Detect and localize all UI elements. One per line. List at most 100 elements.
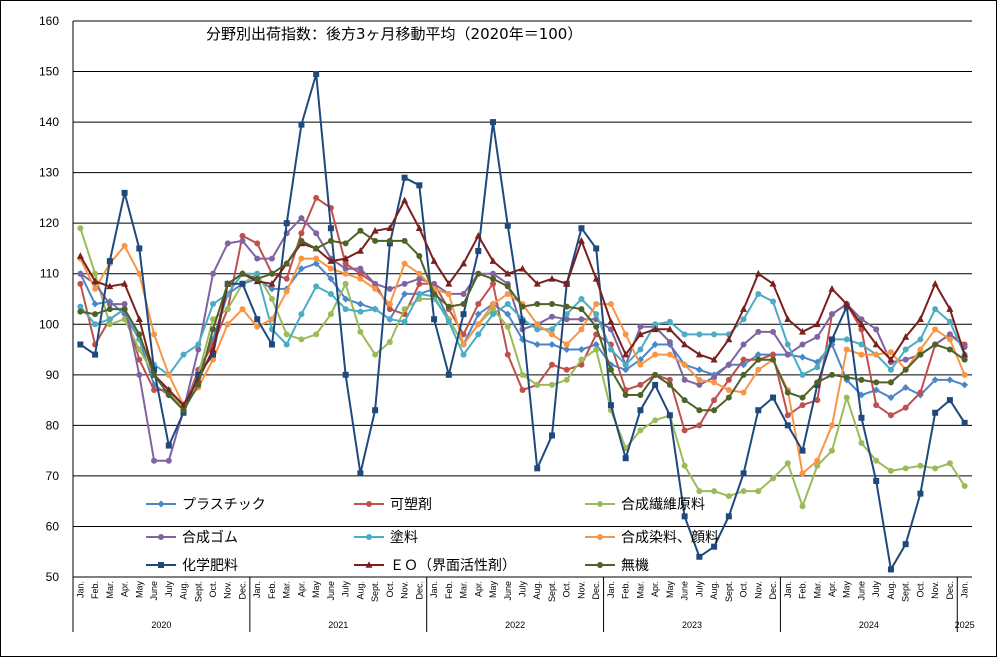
data-point xyxy=(254,323,261,330)
data-point xyxy=(725,513,732,520)
data-point xyxy=(843,336,850,343)
data-point xyxy=(490,119,497,126)
data-point xyxy=(828,336,835,343)
data-point xyxy=(666,351,673,358)
data-point xyxy=(902,356,909,363)
data-point xyxy=(121,280,129,287)
data-point xyxy=(372,306,379,313)
data-point xyxy=(725,394,732,401)
x-year-label: 2021 xyxy=(328,620,348,630)
data-point xyxy=(431,280,438,287)
x-month-label: Jan. xyxy=(960,581,970,598)
data-point xyxy=(297,265,305,273)
series-8 xyxy=(77,227,968,414)
data-point xyxy=(372,280,379,287)
data-point xyxy=(92,285,99,292)
data-point xyxy=(504,351,511,358)
data-point xyxy=(136,346,143,353)
data-point xyxy=(622,331,629,338)
data-point xyxy=(770,394,777,401)
data-point xyxy=(622,455,629,462)
data-point xyxy=(637,346,644,353)
data-point xyxy=(931,376,939,384)
data-point xyxy=(416,275,423,282)
legend-item: 合成繊維原料 xyxy=(585,497,705,513)
data-point xyxy=(519,386,526,393)
legend-item: 塗料 xyxy=(354,529,418,546)
data-point xyxy=(372,237,379,244)
data-point xyxy=(386,301,393,308)
x-month-label: Jan. xyxy=(606,581,616,598)
data-point xyxy=(460,290,467,297)
data-point xyxy=(799,328,807,335)
data-point xyxy=(902,465,909,472)
x-month-label: Jan. xyxy=(429,581,439,598)
data-point xyxy=(931,280,939,287)
x-month-label: Feb. xyxy=(621,581,631,599)
data-point xyxy=(740,316,747,323)
data-point xyxy=(416,290,423,297)
data-point xyxy=(696,331,703,338)
data-point xyxy=(917,462,924,469)
data-point xyxy=(460,301,467,308)
data-point xyxy=(210,316,217,323)
data-point xyxy=(946,460,953,467)
data-point xyxy=(475,270,482,277)
data-point xyxy=(533,280,541,287)
data-point xyxy=(799,503,806,510)
data-point xyxy=(342,306,349,313)
data-point xyxy=(386,224,394,232)
data-point xyxy=(857,391,865,399)
data-point xyxy=(607,366,614,373)
data-point xyxy=(755,290,762,297)
data-point xyxy=(416,280,423,287)
data-point xyxy=(313,255,320,262)
data-point xyxy=(740,488,747,495)
data-point xyxy=(946,376,954,384)
legend-label: 無機 xyxy=(621,558,649,574)
data-point xyxy=(357,275,364,282)
data-point xyxy=(106,282,114,290)
data-point xyxy=(681,427,688,434)
data-point xyxy=(534,301,541,308)
data-point xyxy=(209,345,217,353)
data-point xyxy=(755,328,762,335)
data-point xyxy=(92,270,99,277)
data-point xyxy=(607,301,614,308)
data-point xyxy=(106,258,113,265)
data-point xyxy=(342,265,349,272)
x-month-label: Nov. xyxy=(930,581,940,599)
x-month-label: Mar. xyxy=(812,581,822,599)
data-point xyxy=(313,245,320,252)
data-point xyxy=(357,265,364,272)
data-point xyxy=(313,283,320,290)
data-point xyxy=(298,336,305,343)
data-point xyxy=(711,397,718,404)
data-point xyxy=(902,366,909,373)
data-point xyxy=(961,483,968,490)
data-point xyxy=(534,321,541,328)
data-point xyxy=(578,225,585,232)
data-point xyxy=(504,323,511,330)
data-point xyxy=(858,351,865,358)
data-point xyxy=(210,270,217,277)
data-point xyxy=(327,275,335,283)
data-point xyxy=(902,346,909,353)
data-point xyxy=(858,341,865,348)
data-point xyxy=(504,222,511,229)
data-point xyxy=(666,318,673,325)
data-point xyxy=(195,341,202,348)
data-point xyxy=(592,274,600,282)
data-point xyxy=(366,534,372,540)
data-point xyxy=(622,361,629,368)
y-tick-label: 120 xyxy=(39,216,59,230)
data-point xyxy=(828,422,835,429)
x-month-label: July xyxy=(871,581,881,598)
data-point xyxy=(210,351,217,358)
data-point xyxy=(917,389,924,396)
data-point xyxy=(711,543,718,550)
data-point xyxy=(887,467,894,474)
